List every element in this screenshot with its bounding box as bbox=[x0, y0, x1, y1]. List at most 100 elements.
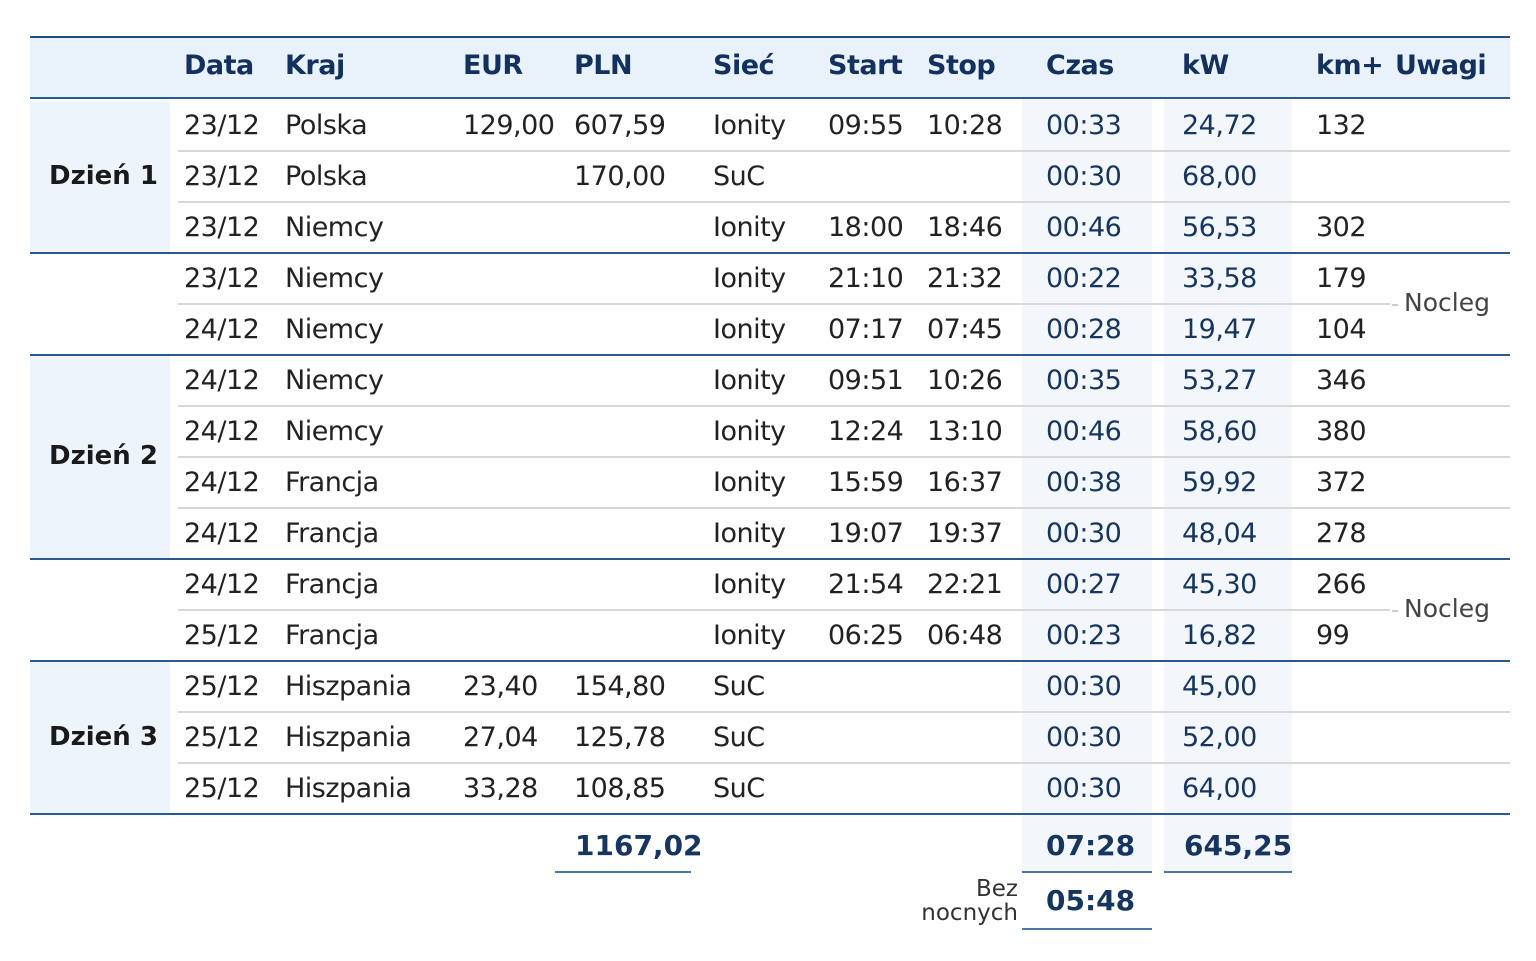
day-label: Dzień 1 bbox=[49, 160, 158, 191]
cell-siec: Ionity bbox=[713, 365, 786, 396]
cell-siec: SuC bbox=[713, 671, 765, 702]
group-divider bbox=[30, 558, 1510, 560]
cell-km: 104 bbox=[1316, 314, 1367, 345]
row-divider bbox=[178, 303, 1390, 305]
cell-kraj: Hiszpania bbox=[285, 773, 412, 804]
cell-siec: Ionity bbox=[713, 620, 786, 651]
czas-column-bg bbox=[1022, 99, 1152, 872]
bez-czas-underline bbox=[1022, 928, 1152, 930]
day-cell-bg bbox=[30, 356, 170, 558]
cell-km: 346 bbox=[1316, 365, 1367, 396]
cell-stop: 10:26 bbox=[927, 365, 1003, 396]
row-divider bbox=[178, 507, 1510, 509]
group-divider bbox=[30, 660, 1510, 662]
note-divider bbox=[1392, 304, 1398, 306]
header-stop: Stop bbox=[927, 50, 996, 81]
cell-km: 179 bbox=[1316, 263, 1367, 294]
cell-kw: 45,00 bbox=[1182, 671, 1257, 702]
cell-stop: 16:37 bbox=[927, 467, 1003, 498]
cell-czas: 00:30 bbox=[1046, 773, 1122, 804]
header-eur: EUR bbox=[463, 50, 523, 81]
row-divider bbox=[178, 711, 1510, 713]
cell-start: 12:24 bbox=[828, 416, 904, 447]
cell-kraj: Niemcy bbox=[285, 212, 384, 243]
cell-data: 25/12 bbox=[184, 671, 260, 702]
cell-siec: Ionity bbox=[713, 416, 786, 447]
cell-czas: 00:22 bbox=[1046, 263, 1122, 294]
cell-km: 380 bbox=[1316, 416, 1367, 447]
cell-siec: Ionity bbox=[713, 110, 786, 141]
bez-nocnych-czas: 05:48 bbox=[1046, 884, 1136, 917]
cell-siec: Ionity bbox=[713, 212, 786, 243]
cell-kraj: Niemcy bbox=[285, 416, 384, 447]
header-uwagi: Uwagi bbox=[1395, 50, 1487, 81]
cell-kw: 24,72 bbox=[1182, 110, 1257, 141]
header-pln: PLN bbox=[574, 50, 633, 81]
header-kw: kW bbox=[1182, 50, 1229, 81]
total-kw: 645,25 bbox=[1184, 829, 1293, 862]
cell-kraj: Francja bbox=[285, 620, 379, 651]
group-divider bbox=[30, 252, 1510, 254]
cell-km: 132 bbox=[1316, 110, 1367, 141]
cell-czas: 00:38 bbox=[1046, 467, 1122, 498]
note-divider bbox=[1392, 610, 1398, 612]
cell-data: 23/12 bbox=[184, 110, 260, 141]
cell-eur: 129,00 bbox=[463, 110, 555, 141]
cell-km: 99 bbox=[1316, 620, 1350, 651]
cell-kw: 48,04 bbox=[1182, 518, 1257, 549]
cell-czas: 00:33 bbox=[1046, 110, 1122, 141]
note-nocleg: Nocleg bbox=[1404, 594, 1490, 623]
cell-kw: 64,00 bbox=[1182, 773, 1257, 804]
cell-data: 24/12 bbox=[184, 467, 260, 498]
bez-label-line1: Bez bbox=[975, 876, 1018, 902]
cell-kw: 33,58 bbox=[1182, 263, 1257, 294]
header-data: Data bbox=[184, 50, 254, 81]
cell-pln: 607,59 bbox=[574, 110, 666, 141]
cell-data: 24/12 bbox=[184, 518, 260, 549]
cell-kraj: Polska bbox=[285, 110, 368, 141]
cell-siec: Ionity bbox=[713, 314, 786, 345]
cell-czas: 00:30 bbox=[1046, 722, 1122, 753]
cell-kw: 52,00 bbox=[1182, 722, 1257, 753]
cell-kraj: Francja bbox=[285, 467, 379, 498]
header-km: km+ bbox=[1316, 50, 1384, 81]
cell-czas: 00:30 bbox=[1046, 161, 1122, 192]
row-divider bbox=[178, 201, 1510, 203]
day-label: Dzień 3 bbox=[49, 721, 158, 752]
cell-data: 25/12 bbox=[184, 620, 260, 651]
cell-stop: 07:45 bbox=[927, 314, 1003, 345]
cell-pln: 170,00 bbox=[574, 161, 666, 192]
cell-start: 19:07 bbox=[828, 518, 904, 549]
cell-kraj: Niemcy bbox=[285, 263, 384, 294]
cell-start: 15:59 bbox=[828, 467, 904, 498]
cell-czas: 00:30 bbox=[1046, 518, 1122, 549]
total-czas-underline bbox=[1022, 871, 1152, 873]
row-divider bbox=[178, 150, 1510, 152]
cell-data: 24/12 bbox=[184, 416, 260, 447]
cell-kw: 68,00 bbox=[1182, 161, 1257, 192]
cell-stop: 22:21 bbox=[927, 569, 1003, 600]
cell-data: 24/12 bbox=[184, 365, 260, 396]
cell-data: 25/12 bbox=[184, 722, 260, 753]
cell-data: 24/12 bbox=[184, 569, 260, 600]
cell-siec: SuC bbox=[713, 773, 765, 804]
cell-km: 278 bbox=[1316, 518, 1367, 549]
cell-siec: Ionity bbox=[713, 569, 786, 600]
cell-siec: Ionity bbox=[713, 467, 786, 498]
cell-pln: 108,85 bbox=[574, 773, 666, 804]
cell-kw: 58,60 bbox=[1182, 416, 1257, 447]
cell-data: 25/12 bbox=[184, 773, 260, 804]
cell-eur: 33,28 bbox=[463, 773, 538, 804]
cell-kw: 59,92 bbox=[1182, 467, 1257, 498]
cell-kraj: Niemcy bbox=[285, 314, 384, 345]
day-cell-bg bbox=[30, 101, 170, 252]
row-divider bbox=[178, 405, 1510, 407]
cell-czas: 00:27 bbox=[1046, 569, 1122, 600]
cell-data: 24/12 bbox=[184, 314, 260, 345]
cell-czas: 00:30 bbox=[1046, 671, 1122, 702]
cell-stop: 18:46 bbox=[927, 212, 1003, 243]
cell-start: 18:00 bbox=[828, 212, 904, 243]
cell-start: 21:10 bbox=[828, 263, 904, 294]
total-czas: 07:28 bbox=[1046, 829, 1136, 862]
bez-label-line2: nocnych bbox=[921, 900, 1018, 926]
